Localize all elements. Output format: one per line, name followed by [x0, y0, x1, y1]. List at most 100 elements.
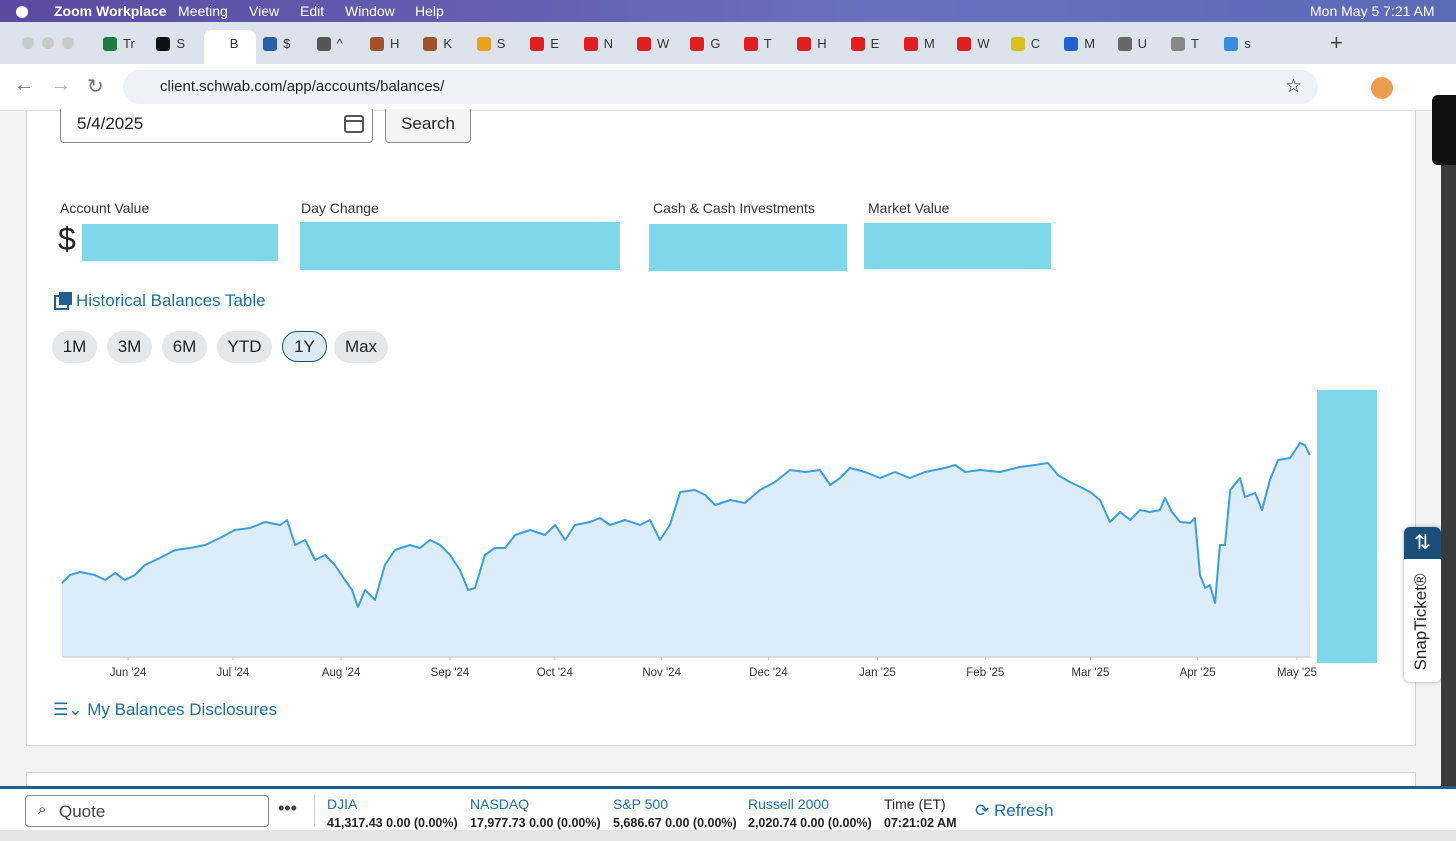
- tab-icon: [904, 37, 918, 51]
- tab[interactable]: H: [364, 30, 416, 58]
- tab[interactable]: S: [150, 30, 202, 58]
- tab[interactable]: E: [524, 30, 576, 58]
- tab[interactable]: B: [203, 30, 256, 64]
- window-controls[interactable]: [20, 36, 80, 50]
- menu-item[interactable]: Help: [415, 3, 444, 19]
- tab-icon: [1224, 37, 1239, 51]
- summary-label: Account Value: [60, 200, 150, 216]
- menu-bar: Zoom Workplace Meeting View Edit Window Help…: [0, 0, 1456, 22]
- tab-icon: [103, 37, 117, 51]
- more-button[interactable]: •••: [278, 798, 297, 818]
- redaction: [300, 222, 620, 270]
- tab[interactable]: s: [1218, 30, 1270, 58]
- tab[interactable]: $: [257, 30, 309, 58]
- clock[interactable]: Mon May 5 7:21 AM: [1310, 3, 1435, 19]
- tab-title: $: [283, 36, 291, 51]
- ticker-bar: ⌕ Quote ••• DJIA 41,317.43 0.00 (0.00%) NA…: [0, 786, 1456, 833]
- tab-icon: [209, 37, 224, 51]
- date-input[interactable]: 5/4/2025: [60, 109, 373, 143]
- refresh-button[interactable]: ⟳ Refresh: [975, 801, 1054, 820]
- range-button[interactable]: 1Y: [282, 331, 327, 362]
- x-tick-label: Aug '24: [322, 667, 361, 679]
- tab[interactable]: S: [471, 30, 523, 58]
- calendar-icon[interactable]: [343, 112, 365, 134]
- tab-title: N: [603, 36, 613, 51]
- menu-item[interactable]: Edit: [300, 3, 325, 19]
- tab[interactable]: G: [684, 30, 736, 58]
- bottom-strip: [0, 830, 1456, 841]
- tab[interactable]: M: [898, 30, 950, 58]
- snapticket-label[interactable]: SnapTicket®: [1411, 573, 1430, 671]
- index-name[interactable]: Russell 2000: [748, 796, 829, 812]
- index-name[interactable]: NASDAQ: [470, 796, 530, 812]
- x-tick-label: Oct '24: [537, 667, 574, 679]
- tab-icon: [637, 37, 651, 51]
- date-value: 5/4/2025: [77, 114, 144, 133]
- profile-icon[interactable]: [1370, 76, 1394, 100]
- tab[interactable]: T: [1165, 30, 1217, 58]
- url: client.schwab.com/app/accounts/balances/: [160, 78, 445, 95]
- range-button[interactable]: YTD: [217, 331, 272, 363]
- tab[interactable]: U: [1112, 30, 1164, 58]
- tab-title: G: [710, 36, 721, 51]
- index-value: 2,020.74 0.00 (0.00%): [748, 816, 872, 830]
- tab[interactable]: T: [738, 30, 790, 58]
- menu-item[interactable]: Meeting: [178, 3, 228, 19]
- tab[interactable]: W: [631, 30, 683, 58]
- time-value: 07:21:02 AM: [884, 816, 957, 830]
- app-name[interactable]: Zoom Workplace: [54, 3, 167, 19]
- url-field[interactable]: client.schwab.com/app/accounts/balances/…: [123, 70, 1318, 104]
- range-button[interactable]: 6M: [162, 331, 207, 363]
- reload-button[interactable]: ↻: [87, 76, 104, 98]
- x-tick-label: Nov '24: [642, 667, 681, 679]
- tab-icon: [476, 37, 491, 51]
- menu-item[interactable]: Window: [345, 3, 395, 19]
- new-tab[interactable]: +: [1330, 30, 1343, 55]
- tab-title: H: [817, 36, 827, 51]
- tab[interactable]: M: [1058, 30, 1110, 58]
- area-fill: [62, 443, 1310, 657]
- tab[interactable]: C: [1005, 30, 1057, 58]
- snapticket-arrows[interactable]: ⇅: [1404, 527, 1441, 559]
- tab[interactable]: ^: [311, 30, 363, 58]
- tab-icon: [583, 37, 598, 51]
- range-button[interactable]: 1M: [52, 331, 97, 363]
- index-name[interactable]: S&P 500: [613, 796, 669, 812]
- tab-title: T: [763, 36, 772, 51]
- tab-icon: [1171, 37, 1185, 51]
- quote-input[interactable]: ⌕ Quote: [25, 795, 269, 827]
- tab-icon: [1064, 37, 1079, 51]
- back-button[interactable]: ←: [14, 74, 34, 96]
- tab[interactable]: Tr: [97, 30, 149, 58]
- search-button[interactable]: Search: [385, 109, 471, 143]
- tab[interactable]: N: [578, 30, 630, 58]
- range-button[interactable]: 3M: [107, 331, 152, 363]
- tab[interactable]: E: [845, 30, 897, 58]
- menu-item[interactable]: View: [249, 3, 280, 19]
- tab[interactable]: W: [951, 30, 1003, 58]
- disclosures-text[interactable]: My Balances Disclosures: [87, 700, 278, 719]
- refresh-text[interactable]: Refresh: [993, 801, 1054, 820]
- separator: [314, 795, 315, 827]
- snapticket-widget[interactable]: ⇅ SnapTicket®: [1404, 527, 1441, 682]
- disclosures-link[interactable]: ☰⌄ My Balances Disclosures: [53, 700, 278, 719]
- index-name[interactable]: DJIA: [327, 796, 358, 812]
- tab-title: H: [390, 36, 400, 51]
- tab-icon: [850, 37, 865, 51]
- tab-title: W: [657, 36, 670, 51]
- table-icon[interactable]: [54, 291, 74, 311]
- historical-link[interactable]: Historical Balances Table: [76, 291, 266, 310]
- summary-label: Day Change: [301, 200, 379, 216]
- tab-title: E: [550, 36, 559, 51]
- currency-symbol: $: [58, 221, 76, 257]
- bookmark-star[interactable]: ☆: [1285, 76, 1303, 97]
- apple-icon[interactable]: [14, 3, 30, 19]
- tab[interactable]: H: [791, 30, 843, 58]
- forward-button[interactable]: →: [51, 74, 71, 96]
- tab[interactable]: K: [417, 30, 469, 58]
- redaction: [864, 223, 1051, 269]
- tab-icon: [370, 37, 384, 51]
- range-button[interactable]: Max: [334, 331, 388, 363]
